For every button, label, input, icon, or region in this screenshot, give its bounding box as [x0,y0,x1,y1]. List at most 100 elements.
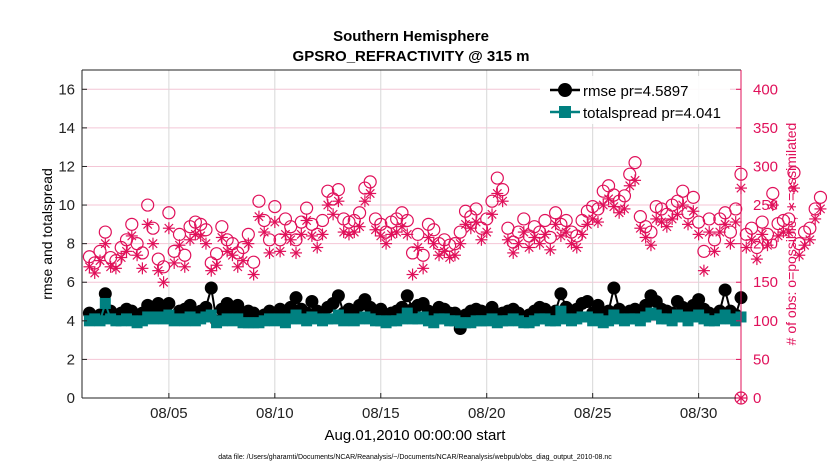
asterisk-stroke [418,263,428,273]
asterisk-stroke [725,239,736,249]
assimilated-obs-marker [115,251,128,264]
asterisk-stroke [169,258,179,268]
assimilated-obs-marker [560,226,573,239]
asterisk-stroke [360,196,370,206]
asterisk-stroke [233,262,243,272]
y-tick-label-right: 0 [753,390,761,407]
asterisk-stroke [196,231,206,241]
assimilated-obs-marker [697,264,710,277]
assimilated-obs-marker [411,241,424,254]
assimilated-obs-marker [793,249,806,262]
assimilated-obs-marker [618,202,631,215]
rmse-point [220,296,234,310]
assimilated-obs-marker [597,199,610,212]
asterisk-stroke [370,225,381,235]
assimilated-obs-marker [528,231,541,244]
assimilated-obs-marker [274,245,287,258]
asterisk-stroke [762,240,773,250]
assimilated-obs-marker [136,262,149,275]
chart-title-line2: GPSRO_REFRACTIVITY @ 315 m [293,48,530,65]
totalspread-point [163,309,175,321]
rmse-point [607,281,621,295]
asterisk-stroke [450,250,460,260]
assimilated-obs-marker [787,182,800,195]
asterisk-stroke [693,229,704,240]
asterisk-stroke [651,214,661,224]
possible-obs-marker [686,190,700,204]
possible-obs-marker [209,247,224,261]
x-tick-label: 08/10 [256,405,294,422]
asterisk-stroke [524,242,534,253]
x-tick-label: 08/25 [574,405,612,422]
x-tick-label: 08/15 [362,405,400,422]
assimilated-obs-marker [215,231,228,244]
assimilated-obs-marker [629,174,642,187]
assimilated-obs-marker [321,199,334,212]
asterisk-stroke [635,223,645,233]
possible-obs-marker [98,225,112,239]
y-tick-label-right: 150 [753,274,778,291]
assimilated-obs-marker [99,237,112,250]
assimilated-obs-marker [581,218,594,231]
assimilated-obs-marker [125,229,138,242]
assimilated-obs-marker [486,208,499,221]
possible-obs-marker [315,213,330,228]
asterisk-stroke [715,227,725,237]
possible-obs-marker [268,200,282,214]
assimilated-obs-marker [311,241,324,254]
asterisk-stroke [784,227,794,237]
assimilated-obs-marker [724,237,737,250]
asterisk-stroke [259,227,269,237]
rmse-point [98,287,112,301]
assimilated-obs-marker [576,228,589,241]
data-marks [82,156,828,405]
asterisk-stroke [158,277,169,287]
legend-totalspread-marker [559,106,571,118]
asterisk-stroke [148,239,158,249]
assimilated-obs-marker [242,237,255,250]
asterisk-stroke [243,239,253,249]
asterisk-stroke [132,250,142,260]
assimilated-obs-marker [406,268,419,281]
asterisk-stroke [174,240,185,250]
y-axis-label: rmse and totalspread [39,168,55,300]
possible-obs-marker [427,223,441,237]
y-tick-label: 16 [58,81,75,98]
rmse-point [204,281,218,295]
y-tick-label-right: 250 [753,197,778,214]
assimilated-obs-marker [703,226,716,239]
y-tick-label-right: 350 [753,120,778,137]
rmse-point [289,291,303,305]
possible-obs-marker [623,167,637,181]
assimilated-obs-marker [708,245,721,258]
assimilated-obs-marker [533,237,546,250]
y-tick-label: 4 [67,313,75,330]
totalspread-point [396,313,408,325]
y-tick-label: 8 [67,236,75,253]
asterisk-stroke [227,250,238,260]
assimilated-obs-marker [591,216,604,229]
asterisk-stroke [143,219,153,229]
asterisk-stroke [519,227,529,237]
asterisk-stroke [249,269,259,280]
asterisk-stroke [646,240,656,250]
assimilated-obs-marker [194,229,207,242]
assimilated-obs-marker [523,241,536,254]
assimilated-obs-marker [607,200,620,213]
totalspread-point [94,315,106,327]
legend-box [540,76,730,124]
asterisk-stroke [381,239,391,249]
asterisk-stroke [153,266,163,276]
asterisk-stroke [741,242,751,253]
assimilated-obs-marker [433,249,446,262]
assimilated-obs-marker [162,222,175,235]
y-tick-label: 2 [67,351,75,368]
possible-obs-marker [411,227,425,241]
assimilated-obs-marker [210,259,223,272]
possible-obs-marker [548,206,563,220]
totalspread-point [555,305,567,317]
asterisk-stroke [678,200,688,210]
asterisk-stroke [572,242,582,253]
asterisk-stroke [593,217,603,227]
asterisk-stroke [789,183,799,193]
